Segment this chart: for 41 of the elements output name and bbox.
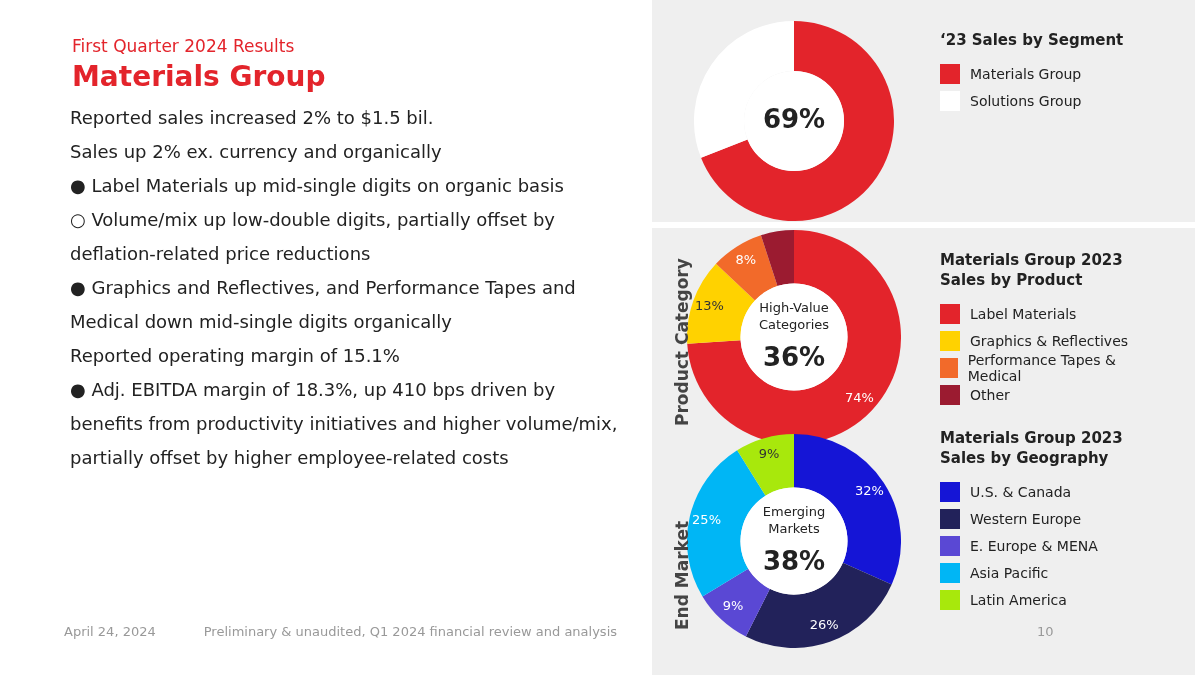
chart-title: Materials Group 2023 Sales by Geography (940, 428, 1124, 468)
data-label: 13% (694, 297, 724, 313)
text: ○ Volume/mix up low-double digits, partially offset by deflation-related price reductions (70, 208, 556, 266)
legend-label: Performance Tapes & Medical (967, 351, 1117, 384)
text: 38% (762, 545, 826, 576)
text: Materials Group 2023 Sales by Product (940, 250, 1124, 290)
text: ● Label Materials up mid-single digits on organic basis (70, 174, 565, 198)
data-label: 9% (722, 598, 744, 614)
data-label: 32% (854, 483, 884, 499)
legend-label: Solutions Group (970, 92, 1082, 109)
text: 69% (762, 103, 826, 134)
legend-label: Graphics & Reflectives (970, 332, 1129, 349)
legend-label: E. Europe & MENA (970, 537, 1098, 554)
data-label: 8% (735, 252, 757, 268)
data-label: 26% (809, 617, 839, 633)
legend-label: U.S. & Canada (970, 483, 1072, 500)
text: ‘23 Sales by Segment (940, 30, 1125, 50)
text: 36% (762, 341, 826, 372)
text: Preliminary & unaudited, Q1 2024 financial review and analysis (203, 624, 618, 639)
legend-label: Other (970, 386, 1010, 403)
legend-label: Materials Group (970, 65, 1082, 82)
data-label: 9% (758, 445, 780, 461)
legend-label: Western Europe (970, 510, 1082, 527)
text: Reported operating margin of 15.1% (70, 344, 401, 368)
text: 10 (1037, 624, 1054, 639)
text: April 24, 2024 (64, 624, 156, 639)
text: End Market (672, 520, 692, 630)
text: First Quarter 2024 Results (72, 36, 296, 56)
legend-label: Latin America (970, 591, 1067, 608)
data-label: 74% (845, 389, 874, 405)
text: Product Category (672, 258, 692, 426)
text: ● Adj. EBITDA margin of 18.3%, up 410 bps driven by benefits from productivity initiatives and higher volume/mix, partially offset by higher employee-related costs (70, 378, 619, 470)
text: High-Value Categories (758, 300, 830, 333)
text: Sales up 2% ex. currency and organically (70, 140, 443, 164)
text: ● Graphics and Reflectives, and Performance Tapes and Medical down mid-single digits organically (70, 276, 577, 334)
data-label: 25% (692, 511, 722, 527)
text: Materials Group (72, 60, 327, 93)
legend-label: Label Materials (970, 305, 1077, 322)
text: Emerging Markets (762, 504, 826, 537)
legend-label: Asia Pacific (970, 564, 1049, 581)
text: Reported sales increased 2% to $1.5 bil. (70, 106, 435, 130)
